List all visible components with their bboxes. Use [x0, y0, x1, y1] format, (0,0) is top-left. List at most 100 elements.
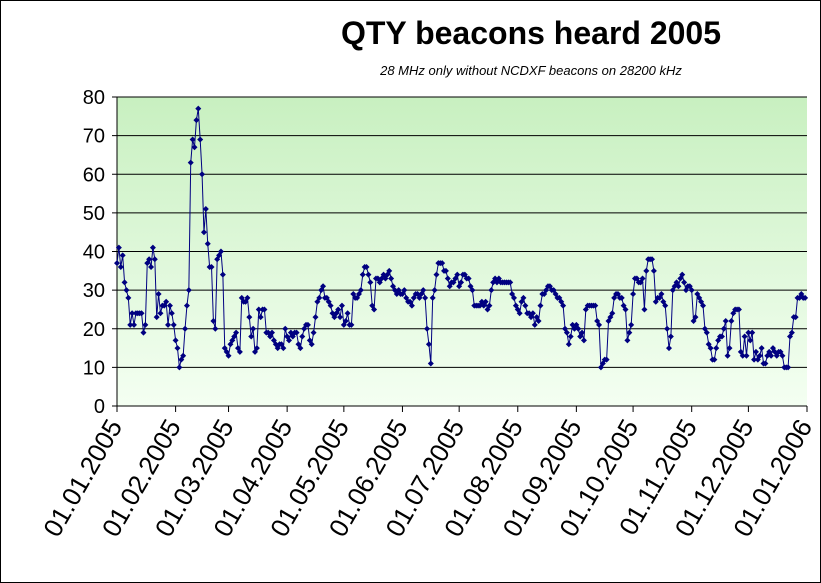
data-point — [140, 329, 147, 336]
data-point — [115, 244, 122, 251]
y-tick-label: 0 — [94, 396, 105, 418]
data-point — [785, 364, 792, 371]
data-point — [401, 287, 408, 294]
data-point — [157, 310, 164, 317]
y-tick-label: 80 — [83, 87, 105, 109]
data-point — [371, 306, 378, 313]
data-point — [255, 306, 262, 313]
data-point — [749, 329, 756, 336]
data-point — [187, 159, 194, 166]
data-point — [707, 345, 714, 352]
data-point — [129, 310, 136, 317]
data-point — [603, 356, 610, 363]
data-point — [425, 341, 432, 348]
data-point — [142, 321, 149, 328]
data-point — [193, 117, 200, 124]
data-point — [197, 136, 204, 143]
data-point — [236, 348, 243, 355]
data-point — [711, 356, 718, 363]
data-point — [149, 244, 156, 251]
data-point — [618, 294, 625, 301]
data-point — [312, 314, 319, 321]
data-point — [720, 325, 727, 332]
data-point — [792, 314, 799, 321]
data-point — [191, 144, 198, 151]
data-point — [681, 279, 688, 286]
data-point — [692, 314, 699, 321]
data-point — [299, 333, 306, 340]
data-point — [713, 345, 720, 352]
data-point — [779, 352, 786, 359]
data-point — [246, 314, 253, 321]
data-point — [688, 287, 695, 294]
data-point — [596, 321, 603, 328]
data-point — [507, 279, 514, 286]
data-point — [488, 287, 495, 294]
data-point — [320, 283, 327, 290]
data-point — [762, 360, 769, 367]
data-point — [363, 263, 370, 270]
data-point — [444, 275, 451, 282]
data-point — [454, 271, 461, 278]
data-point — [293, 329, 300, 336]
data-point — [253, 345, 260, 352]
data-point — [735, 306, 742, 313]
data-point — [643, 267, 650, 274]
data-point — [535, 318, 542, 325]
data-point — [465, 275, 472, 282]
y-tick-label: 10 — [83, 357, 105, 379]
data-point — [751, 356, 758, 363]
data-point — [148, 263, 155, 270]
data-point — [244, 294, 251, 301]
data-point — [802, 294, 809, 301]
data-point — [310, 329, 317, 336]
data-point — [433, 271, 440, 278]
data-point — [170, 321, 177, 328]
data-point — [212, 325, 219, 332]
data-point — [183, 302, 190, 309]
data-point — [202, 206, 209, 213]
data-point — [195, 105, 202, 112]
data-point — [365, 271, 372, 278]
data-point — [117, 263, 124, 270]
data-point — [728, 318, 735, 325]
data-point — [114, 260, 120, 267]
data-point — [768, 352, 775, 359]
data-point — [422, 294, 429, 301]
data-point — [626, 329, 633, 336]
data-point — [648, 256, 655, 263]
data-point — [280, 345, 287, 352]
data-point — [431, 287, 438, 294]
data-point — [522, 302, 529, 309]
chart-subtitle: 28 MHz only without NCDXF beacons on 282… — [380, 63, 682, 78]
data-point — [151, 256, 158, 263]
data-point — [166, 302, 173, 309]
data-point — [248, 333, 255, 340]
y-tick-label: 30 — [83, 280, 105, 302]
data-point — [628, 321, 635, 328]
data-point — [747, 337, 754, 344]
data-point — [679, 271, 686, 278]
data-point — [743, 352, 750, 359]
data-point — [250, 325, 257, 332]
data-point — [182, 325, 189, 332]
data-point — [718, 333, 725, 340]
data-point — [172, 337, 179, 344]
data-point — [756, 352, 763, 359]
x-tick-labels: 01.01.200501.02.200501.03.200501.04.2005… — [37, 414, 818, 542]
data-point — [127, 321, 134, 328]
data-point — [427, 360, 434, 367]
chart-title: QTY beacons heard 2005 — [340, 15, 722, 51]
data-point — [174, 345, 181, 352]
data-point — [180, 352, 187, 359]
data-point — [185, 287, 192, 294]
data-point — [225, 352, 232, 359]
data-point — [650, 267, 657, 274]
data-point — [700, 302, 707, 309]
data-point — [580, 337, 587, 344]
data-point — [138, 310, 145, 317]
data-point — [359, 271, 366, 278]
data-point — [269, 329, 276, 336]
data-point — [219, 271, 226, 278]
